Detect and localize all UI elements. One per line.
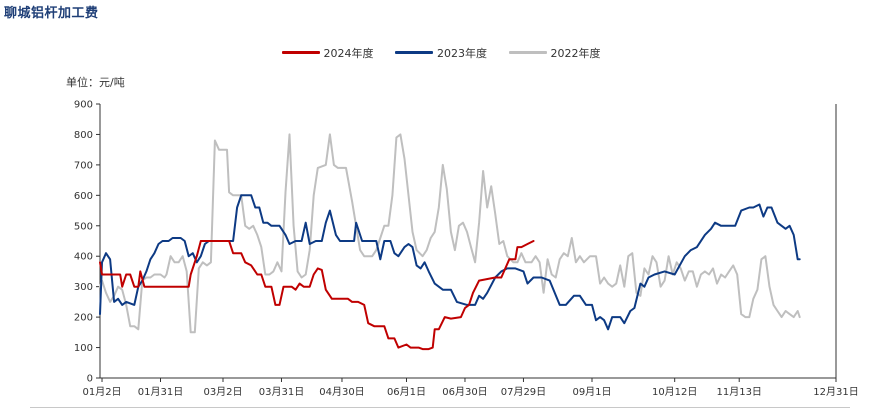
legend: 2024年度 2023年度 2022年度 (0, 44, 882, 61)
y-tick-label: 800 (74, 130, 93, 141)
y-tick-label: 500 (74, 221, 93, 232)
x-tick-label: 10月12日 (652, 386, 697, 398)
y-tick-label: 300 (74, 282, 93, 293)
x-tick-label: 12月31日 (813, 386, 858, 398)
legend-item-2024[interactable]: 2024年度 (281, 45, 374, 61)
x-tick-label: 06月30日 (442, 386, 487, 398)
x-tick-label: 09月1日 (572, 386, 611, 398)
x-tick-label: 04月30日 (319, 386, 364, 398)
y-axis-unit-label: 单位：元/吨 (66, 76, 125, 89)
legend-swatch-2024 (281, 51, 320, 54)
series-line-2023年度 (99, 194, 801, 331)
x-tick-label: 06月1日 (387, 386, 426, 398)
legend-label-2022: 2022年度 (550, 46, 601, 60)
series-line-2024年度 (99, 240, 535, 351)
legend-swatch-2022 (508, 51, 547, 54)
y-tick-label: 200 (74, 313, 93, 324)
chart-title: 聊城铝杆加工费 (4, 6, 99, 21)
y-tick-label: 900 (74, 100, 93, 111)
legend-swatch-2023 (395, 51, 433, 54)
legend-item-2023[interactable]: 2023年度 (395, 45, 487, 61)
y-tick-label: 700 (74, 160, 93, 171)
x-tick-label: 07月29日 (501, 386, 546, 398)
legend-label-2023: 2023年度 (437, 46, 487, 60)
x-tick-label: 03月31日 (259, 386, 304, 398)
x-tick-label: 01月31日 (138, 386, 183, 398)
x-tick-label: 03月2日 (203, 386, 242, 398)
series-line-2022年度 (99, 133, 801, 334)
y-tick-label: 600 (74, 191, 93, 202)
y-tick-label: 400 (74, 252, 93, 263)
bottom-divider (30, 407, 850, 408)
legend-item-2022[interactable]: 2022年度 (508, 45, 601, 61)
x-tick-label: 01月2日 (82, 386, 121, 398)
y-tick-label: 0 (87, 374, 93, 385)
y-tick-label: 100 (74, 343, 93, 354)
legend-label-2024: 2024年度 (323, 46, 374, 60)
x-tick-label: 11月13日 (716, 386, 761, 398)
